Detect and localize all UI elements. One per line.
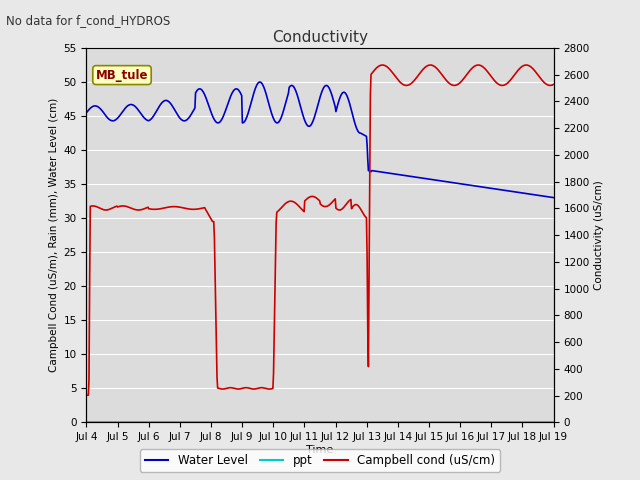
Legend: Water Level, ppt, Campbell cond (uS/cm): Water Level, ppt, Campbell cond (uS/cm) xyxy=(140,449,500,472)
Text: No data for f_cond_HYDROS: No data for f_cond_HYDROS xyxy=(6,14,171,27)
Campbell cond (uS/cm) xyxy=(91,203,99,209)
Campbell cond (uS/cm) xyxy=(550,82,557,87)
Y-axis label: Campbell Cond (uS/m), Rain (mm), Water Level (cm): Campbell Cond (uS/m), Rain (mm), Water L… xyxy=(49,98,60,372)
Water Level xyxy=(256,79,264,85)
Y-axis label: Conductivity (uS/cm): Conductivity (uS/cm) xyxy=(594,180,604,290)
ppt xyxy=(139,420,147,425)
ppt xyxy=(376,420,384,425)
Line: Campbell cond (uS/cm): Campbell cond (uS/cm) xyxy=(86,65,554,395)
Water Level xyxy=(211,118,219,124)
Title: Conductivity: Conductivity xyxy=(272,30,368,46)
Water Level xyxy=(390,171,398,177)
ppt xyxy=(83,420,90,425)
ppt xyxy=(186,420,194,425)
Campbell cond (uS/cm) xyxy=(474,62,482,68)
Campbell cond (uS/cm) xyxy=(186,206,194,212)
ppt xyxy=(390,420,397,425)
ppt xyxy=(211,420,219,425)
Campbell cond (uS/cm) xyxy=(211,270,219,276)
ppt xyxy=(91,420,99,425)
Campbell cond (uS/cm) xyxy=(390,72,397,77)
Water Level xyxy=(139,113,147,119)
Text: MB_tule: MB_tule xyxy=(96,69,148,82)
Water Level xyxy=(377,169,385,175)
Campbell cond (uS/cm) xyxy=(139,206,147,212)
ppt xyxy=(550,420,557,425)
Campbell cond (uS/cm) xyxy=(376,62,384,68)
Water Level xyxy=(550,195,557,201)
X-axis label: Time: Time xyxy=(307,445,333,455)
Line: Water Level: Water Level xyxy=(86,82,554,198)
Water Level xyxy=(186,113,194,119)
Campbell cond (uS/cm) xyxy=(83,392,90,398)
Water Level xyxy=(83,110,90,116)
Water Level xyxy=(91,103,99,109)
